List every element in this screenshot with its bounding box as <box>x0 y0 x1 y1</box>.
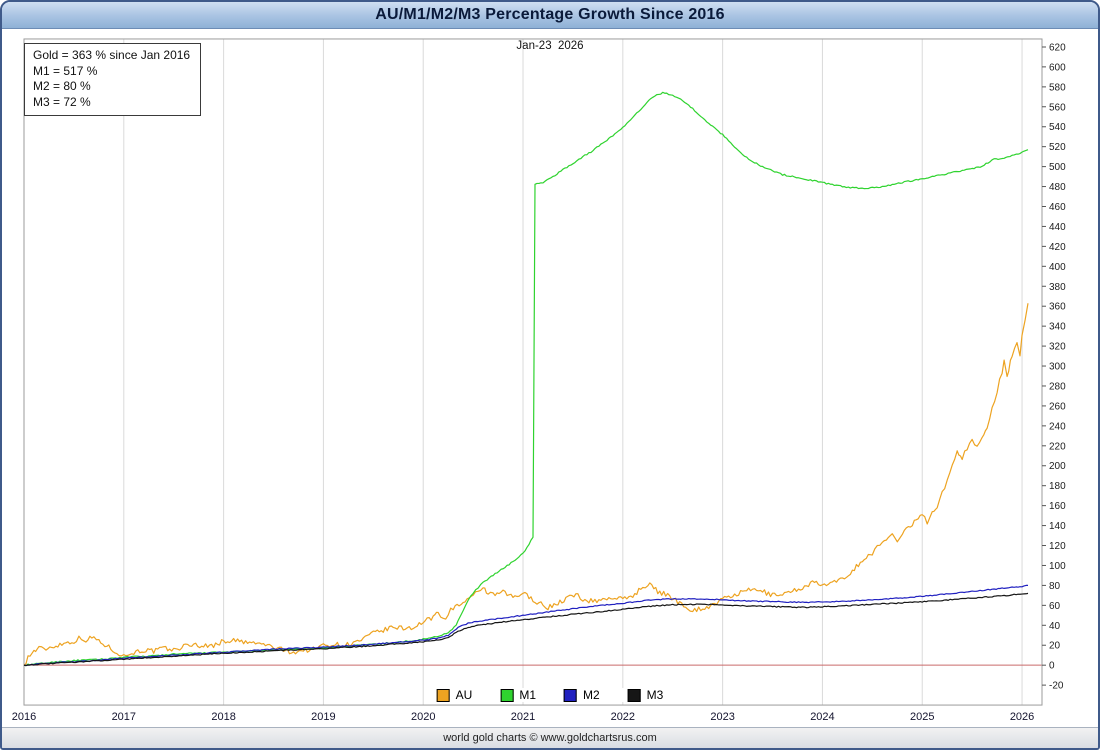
y-tick-label: 500 <box>1049 162 1066 173</box>
x-tick-label: 2019 <box>311 711 335 723</box>
plot-svg: 6206005805605405205004804604404204003803… <box>12 38 1066 723</box>
y-tick-label: -20 <box>1049 681 1064 692</box>
info-box: Gold = 363 % since Jan 2016 M1 = 517 % M… <box>24 43 202 117</box>
y-tick-label: 420 <box>1049 242 1066 253</box>
y-tick-label: 20 <box>1049 641 1061 652</box>
legend-swatch-m3 <box>627 688 641 702</box>
x-tick-label: 2021 <box>511 711 535 723</box>
y-tick-label: 620 <box>1049 42 1066 53</box>
y-tick-label: 340 <box>1049 322 1066 333</box>
x-tick-label: 2018 <box>211 711 235 723</box>
y-tick-label: 200 <box>1049 461 1066 472</box>
legend-label-m3: M3 <box>646 688 664 702</box>
y-tick-label: 100 <box>1049 561 1066 572</box>
y-tick-label: 480 <box>1049 182 1066 193</box>
y-tick-label: 580 <box>1049 82 1066 93</box>
legend-item-m2: M2 <box>564 688 600 702</box>
y-tick-label: 260 <box>1049 401 1066 412</box>
y-tick-label: 520 <box>1049 142 1066 153</box>
y-tick-label: 160 <box>1049 501 1066 512</box>
footer-text: world gold charts © www.goldchartsrus.co… <box>443 732 657 744</box>
plot-border <box>23 38 1043 706</box>
y-tick-label: 400 <box>1049 262 1066 273</box>
y-tick-label: 180 <box>1049 481 1066 492</box>
series-line-m3 <box>23 592 1029 667</box>
y-tick-label: 280 <box>1049 381 1066 392</box>
x-tick-label: 2025 <box>910 711 934 723</box>
legend-label-m2: M2 <box>583 688 600 702</box>
footer-bar: world gold charts © www.goldchartsrus.co… <box>2 727 1098 748</box>
y-tick-label: 60 <box>1049 601 1061 612</box>
title-bar: AU/M1/M2/M3 Percentage Growth Since 2016 <box>2 2 1098 29</box>
x-tick-label: 2022 <box>611 711 635 723</box>
date-label: Jan-23 2026 <box>516 40 584 52</box>
y-tick-label: 220 <box>1049 441 1066 452</box>
info-line-m2: M2 = 80 % <box>33 79 91 94</box>
bottom-legend: AU M1 M2 M3 <box>430 688 670 702</box>
y-tick-label: 80 <box>1049 581 1061 592</box>
x-tick-label: 2017 <box>112 711 136 723</box>
legend-swatch-m2 <box>564 688 577 702</box>
x-tick-label: 2016 <box>12 711 36 723</box>
x-tick-label: 2020 <box>411 711 435 723</box>
x-tick-label: 2026 <box>1010 711 1034 723</box>
x-tick-label: 2024 <box>810 711 834 723</box>
y-tick-label: 120 <box>1049 541 1066 552</box>
info-line-m1: M1 = 517 % <box>33 63 98 78</box>
y-tick-label: 380 <box>1049 282 1066 293</box>
legend-swatch-au <box>436 688 450 702</box>
y-tick-label: 40 <box>1049 621 1061 632</box>
y-tick-label: 460 <box>1049 202 1066 213</box>
legend-item-m3: M3 <box>627 688 664 702</box>
series-line-au <box>23 303 1029 666</box>
legend-swatch-m1 <box>500 688 514 702</box>
info-line-m3: M3 = 72 % <box>33 94 91 109</box>
y-tick-label: 300 <box>1049 362 1066 373</box>
y-tick-label: 540 <box>1049 122 1066 133</box>
y-tick-label: 0 <box>1049 661 1055 672</box>
y-tick-label: 600 <box>1049 62 1066 73</box>
y-tick-label: 320 <box>1049 342 1066 353</box>
y-tick-label: 240 <box>1049 421 1066 432</box>
y-tick-label: 140 <box>1049 521 1066 532</box>
series-line-m2 <box>23 584 1028 667</box>
series-line-m1 <box>23 91 1029 667</box>
x-tick-label: 2023 <box>710 711 734 723</box>
legend-item-m1: M1 <box>500 688 536 702</box>
info-line-gold: Gold = 363 % since Jan 2016 <box>33 48 191 62</box>
chart-title: AU/M1/M2/M3 Percentage Growth Since 2016 <box>375 6 725 23</box>
legend-item-au: AU <box>436 688 473 702</box>
y-tick-label: 440 <box>1049 222 1066 233</box>
legend-label-au: AU <box>455 688 473 702</box>
legend-label-m1: M1 <box>519 688 536 702</box>
y-tick-label: 560 <box>1049 102 1066 113</box>
y-tick-label: 360 <box>1049 302 1066 313</box>
chart-area: 620 600 580 560 540 520 500 480 460 440 420 400 380 3… <box>2 29 1098 727</box>
